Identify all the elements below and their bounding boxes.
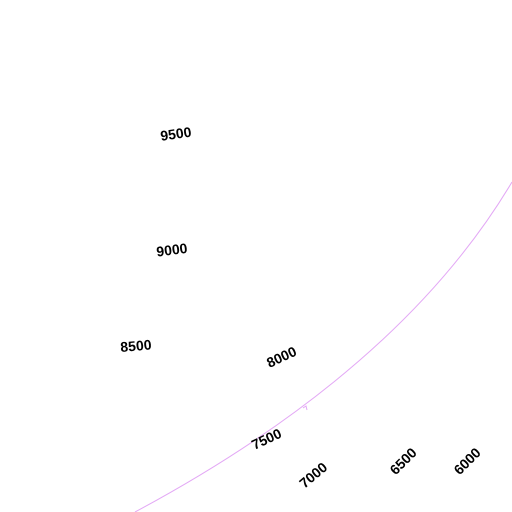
contour-label: 9000 <box>155 240 188 260</box>
contour-notch <box>302 405 308 411</box>
contour-label: 9500 <box>159 124 192 144</box>
contour-line <box>134 181 512 512</box>
contour-label: 8500 <box>120 336 153 355</box>
